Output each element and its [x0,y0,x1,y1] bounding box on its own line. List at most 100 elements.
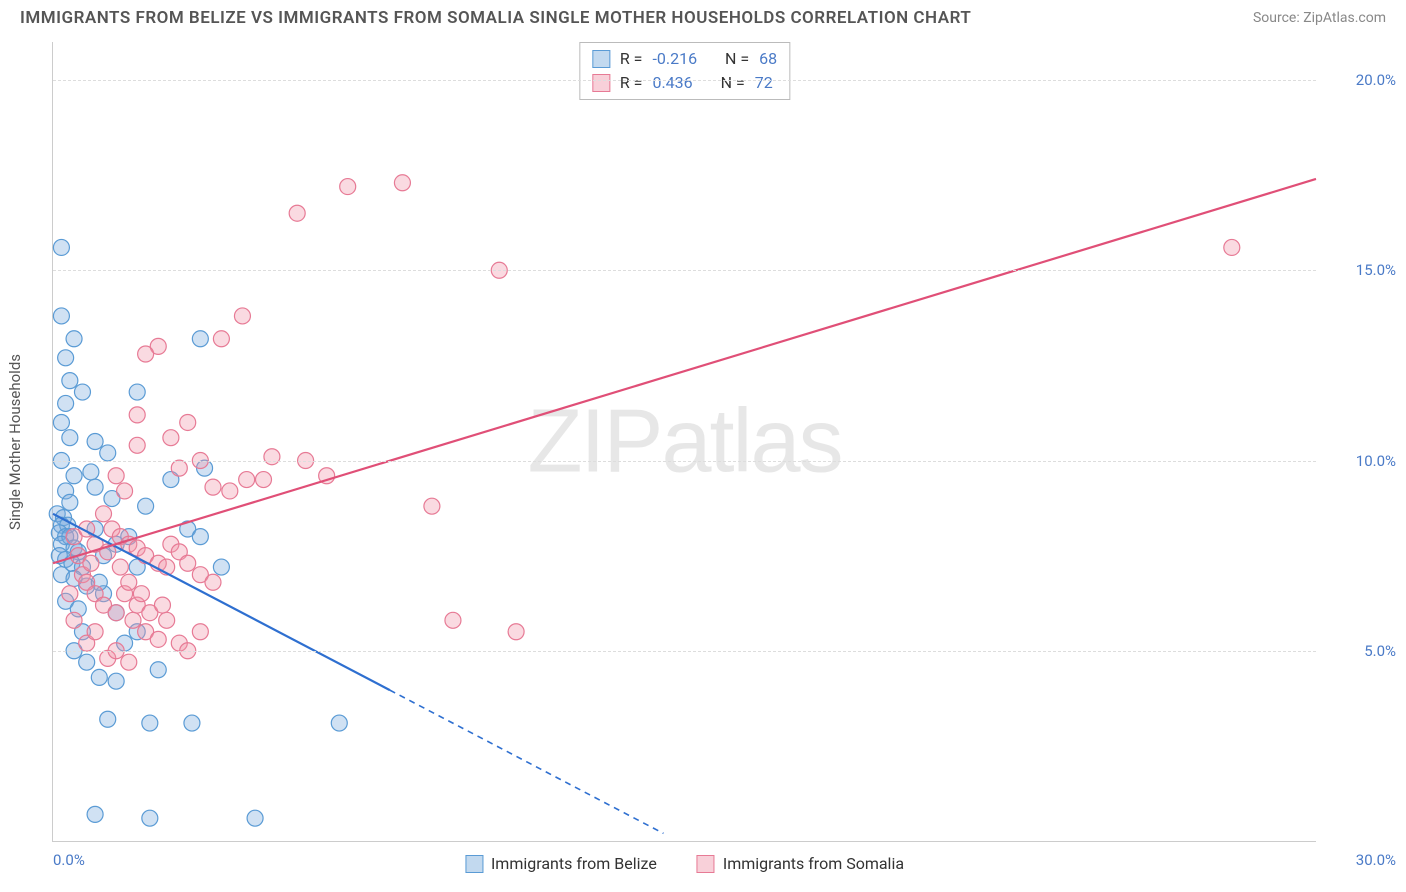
gridline [53,651,1316,652]
r-value-belize: -0.216 [652,47,697,71]
y-tick-label: 10.0% [1326,452,1396,470]
scatter-point-somalia [205,574,221,590]
scatter-point-somalia [445,612,461,628]
plot-svg [53,42,1316,841]
n-value-belize: 68 [759,47,777,71]
scatter-point-belize [138,498,154,514]
scatter-point-belize [58,395,74,411]
chart-title: IMMIGRANTS FROM BELIZE VS IMMIGRANTS FRO… [20,8,971,28]
scatter-point-belize [66,468,82,484]
scatter-point-belize [66,331,82,347]
chart-header: IMMIGRANTS FROM BELIZE VS IMMIGRANTS FRO… [0,0,1406,32]
scatter-point-belize [247,810,263,826]
series-legend: Immigrants from Belize Immigrants from S… [465,854,904,873]
scatter-point-belize [53,239,69,255]
scatter-point-somalia [154,597,170,613]
gridline [53,270,1316,271]
scatter-point-somalia [112,559,128,575]
y-tick-label: 20.0% [1326,71,1396,89]
scatter-point-belize [74,384,90,400]
scatter-point-somalia [133,586,149,602]
scatter-point-somalia [62,586,78,602]
scatter-point-somalia [121,654,137,670]
scatter-point-somalia [424,498,440,514]
correlation-row-belize: R = -0.216 N = 68 [592,47,777,71]
scatter-point-belize [108,673,124,689]
x-tick-max: 30.0% [1326,851,1396,869]
y-tick-label: 5.0% [1326,642,1396,660]
scatter-point-belize [150,662,166,678]
scatter-point-belize [87,434,103,450]
scatter-point-belize [62,494,78,510]
scatter-point-belize [83,464,99,480]
n-value-somalia: 72 [755,71,773,95]
scatter-point-belize [91,669,107,685]
scatter-point-belize [142,715,158,731]
scatter-point-somalia [121,574,137,590]
scatter-point-somalia [66,612,82,628]
scatter-point-somalia [394,175,410,191]
scatter-point-belize [192,529,208,545]
legend-label-somalia: Immigrants from Somalia [723,854,904,873]
scatter-point-somalia [108,468,124,484]
scatter-point-belize [129,384,145,400]
legend-item-belize: Immigrants from Belize [465,854,657,873]
scatter-point-somalia [150,631,166,647]
correlation-legend: R = -0.216 N = 68 R = 0.436 N = 72 [579,42,790,100]
legend-item-somalia: Immigrants from Somalia [697,854,904,873]
scatter-point-somalia [222,483,238,499]
scatter-point-belize [87,806,103,822]
scatter-point-belize [79,654,95,670]
scatter-point-belize [331,715,347,731]
scatter-point-belize [213,559,229,575]
scatter-point-somalia [83,555,99,571]
legend-swatch-belize-icon [465,855,483,873]
regression-line-belize-dashed [390,690,664,833]
gridline [53,80,1316,81]
chart-plot-area: Single Mother Households ZIPatlas 0.0% 3… [52,42,1316,842]
scatter-point-somalia [340,179,356,195]
x-tick-origin: 0.0% [53,851,85,869]
y-axis-label: Single Mother Households [6,353,24,529]
scatter-point-somalia [180,555,196,571]
scatter-point-somalia [117,483,133,499]
scatter-point-belize [53,308,69,324]
scatter-point-belize [184,715,200,731]
correlation-row-somalia: R = 0.436 N = 72 [592,71,777,95]
scatter-point-belize [100,711,116,727]
scatter-point-somalia [138,346,154,362]
scatter-point-somalia [1224,239,1240,255]
scatter-point-somalia [213,331,229,347]
scatter-point-belize [58,350,74,366]
scatter-point-belize [62,430,78,446]
scatter-point-belize [62,373,78,389]
scatter-point-somalia [129,437,145,453]
scatter-point-belize [87,479,103,495]
scatter-point-somalia [192,624,208,640]
y-tick-label: 15.0% [1326,261,1396,279]
swatch-belize-icon [592,50,610,68]
scatter-point-somalia [234,308,250,324]
scatter-point-somalia [163,430,179,446]
scatter-point-somalia [289,205,305,221]
scatter-point-somalia [159,612,175,628]
swatch-somalia-icon [592,74,610,92]
scatter-point-somalia [180,414,196,430]
scatter-point-somalia [125,612,141,628]
r-value-somalia: 0.436 [652,71,692,95]
gridline [53,461,1316,462]
scatter-point-somalia [508,624,524,640]
scatter-point-somalia [129,407,145,423]
scatter-point-belize [192,331,208,347]
scatter-point-belize [100,445,116,461]
scatter-point-somalia [171,460,187,476]
scatter-point-somalia [108,605,124,621]
legend-label-belize: Immigrants from Belize [491,854,657,873]
scatter-point-belize [53,414,69,430]
legend-swatch-somalia-icon [697,855,715,873]
scatter-point-somalia [264,449,280,465]
scatter-point-belize [142,810,158,826]
scatter-point-somalia [256,472,272,488]
scatter-point-somalia [87,624,103,640]
scatter-point-somalia [239,472,255,488]
